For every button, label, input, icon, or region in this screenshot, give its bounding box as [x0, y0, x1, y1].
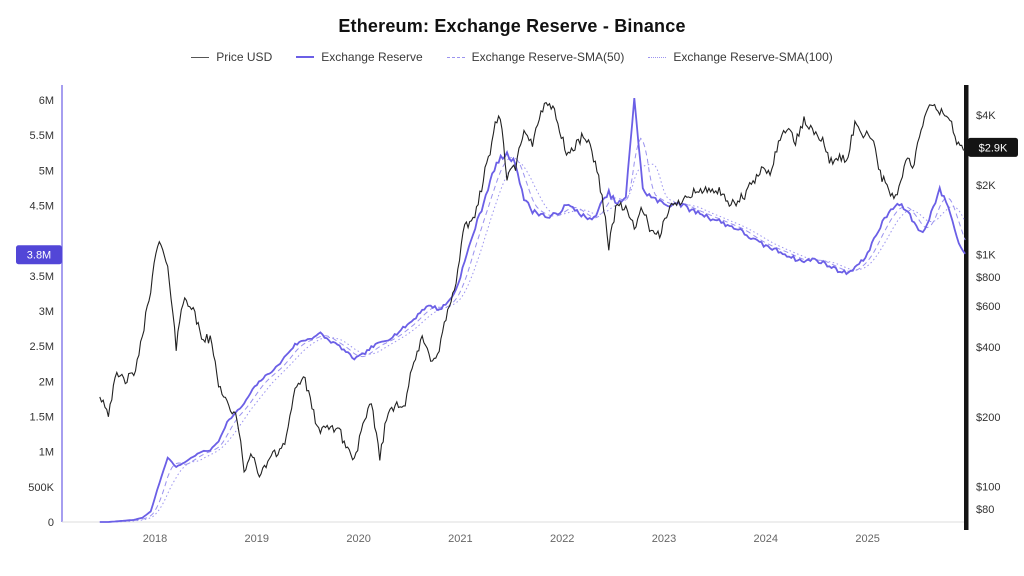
svg-text:3.8M: 3.8M [27, 250, 51, 262]
left-tick-label: 4.5M [30, 201, 54, 213]
legend-item-exchange-reserve[interactable]: Exchange Reserve [296, 50, 423, 64]
x-tick-label: 2019 [245, 533, 269, 545]
chart-title: Ethereum: Exchange Reserve - Binance [338, 16, 686, 36]
price-line [99, 101, 966, 479]
x-tick-label: 2024 [754, 533, 778, 545]
left-tick-label: 3.5M [30, 271, 54, 283]
legend-item-sma50[interactable]: Exchange Reserve-SMA(50) [446, 50, 625, 64]
right-tick-label: $600 [976, 301, 1000, 313]
right-axis-line [964, 85, 969, 530]
legend-item-sma100[interactable]: Exchange Reserve-SMA(100) [648, 50, 833, 64]
legend-label-price-usd: Price USD [216, 50, 273, 64]
left-tick-label: 2M [39, 376, 54, 388]
right-tick-label: $200 [976, 412, 1000, 424]
left-tick-label: 0 [48, 517, 54, 529]
sma50-line-swatch-icon [446, 56, 465, 58]
right-axis-labels: $4K $2K $1K $800 $600 $400 $200 $100 $80 [976, 110, 1000, 516]
x-tick-label: 2020 [346, 533, 370, 545]
series-lines [99, 98, 966, 523]
right-tick-label: $800 [976, 272, 1000, 284]
right-tick-label: $1K [976, 250, 996, 262]
sma100-line [99, 161, 966, 523]
x-axis-labels: 2018 2019 2020 2021 2022 2023 2024 2025 [143, 533, 880, 545]
left-tick-label: 1.5M [30, 412, 54, 424]
chart-legend: Price USD Exchange Reserve Exchange Rese… [0, 50, 1024, 64]
right-tick-label: $4K [976, 110, 996, 122]
left-tick-label: 5.5M [30, 130, 54, 142]
left-tick-label: 500K [28, 482, 54, 494]
left-tick-label: 3M [39, 306, 54, 318]
price-value-badge: $2.9K [968, 137, 1018, 157]
legend-label-sma100: Exchange Reserve-SMA(100) [673, 50, 833, 64]
legend-label-sma50: Exchange Reserve-SMA(50) [471, 50, 625, 64]
reserve-line [99, 98, 966, 523]
right-tick-label: $100 [976, 482, 1000, 494]
reserve-value-badge: 3.8M [16, 245, 62, 265]
x-tick-label: 2021 [448, 533, 472, 545]
sma100-line-swatch-icon [648, 56, 667, 58]
left-tick-label: 2.5M [30, 341, 54, 353]
reserve-line-swatch-icon [296, 56, 315, 58]
price-line-swatch-icon [191, 56, 210, 58]
x-tick-label: 2018 [143, 533, 167, 545]
left-tick-label: 1M [39, 447, 54, 459]
svg-text:$2.9K: $2.9K [979, 142, 1008, 154]
right-tick-label: $80 [976, 504, 994, 516]
x-tick-label: 2023 [652, 533, 676, 545]
x-tick-label: 2022 [550, 533, 574, 545]
left-tick-label: 6M [39, 95, 54, 107]
legend-label-exchange-reserve: Exchange Reserve [321, 50, 423, 64]
legend-item-price-usd[interactable]: Price USD [191, 50, 272, 64]
sma50-line [99, 137, 966, 523]
right-tick-label: $2K [976, 180, 996, 192]
right-tick-label: $400 [976, 342, 1000, 354]
left-axis-labels: 6M 5.5M 5M 4.5M 3.5M 3M 2.5M 2M 1.5M 1M 500K 0 [28, 95, 54, 529]
x-tick-label: 2025 [855, 533, 879, 545]
left-tick-label: 5M [39, 165, 54, 177]
